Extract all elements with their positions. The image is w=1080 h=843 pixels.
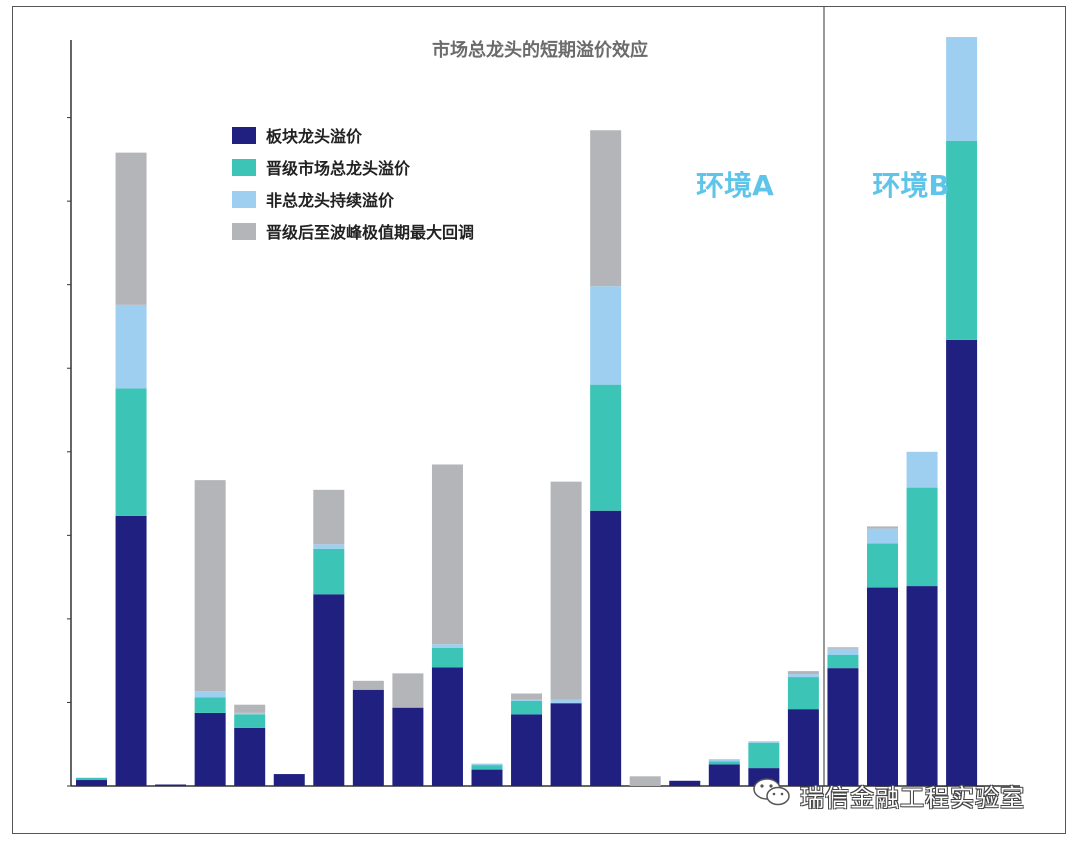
bar-segment-promote	[906, 487, 938, 587]
bar-segment-promote	[787, 677, 819, 710]
chart-title: 市场总龙头的短期溢价效应	[432, 39, 648, 61]
bar-segment-promote	[431, 647, 463, 668]
bar-segment-drawdown	[352, 680, 384, 690]
environment-a-label: 环境A	[696, 169, 774, 202]
bars-group	[76, 37, 978, 786]
bar-segment-plate	[352, 689, 384, 786]
bar-segment-drawdown	[392, 673, 424, 708]
legend-swatch-persist	[232, 191, 256, 208]
legend-label-persist: 非总龙头持续溢价	[266, 191, 395, 210]
bar-segment-drawdown	[867, 526, 898, 529]
bar-segment-drawdown	[550, 481, 582, 700]
chart-frame	[12, 6, 1066, 834]
bar-segment-promote	[748, 742, 780, 769]
legend-swatch-promote	[232, 159, 256, 176]
bar-segment-drawdown	[431, 464, 463, 645]
bar-segment-promote	[946, 140, 978, 340]
bar-segment-promote	[115, 388, 147, 516]
bar-segment-persist	[827, 648, 859, 655]
bar-segment-persist	[511, 699, 543, 701]
legend-swatch-drawdown	[232, 223, 256, 240]
bar-segment-persist	[867, 528, 898, 544]
bar-segment-plate	[906, 586, 938, 786]
bar-segment-persist	[906, 451, 938, 488]
bar-segment-persist	[946, 37, 978, 141]
bar-segment-promote	[827, 654, 859, 669]
bar-segment-plate	[155, 784, 187, 786]
bar-segment-persist	[313, 544, 345, 549]
bar-segment-plate	[708, 764, 740, 786]
bar-segment-drawdown	[787, 671, 819, 675]
bar-segment-persist	[234, 712, 266, 715]
legend-label-promote: 晋级市场总龙头溢价	[266, 159, 411, 178]
bar-segment-persist	[550, 699, 582, 704]
bar-segment-persist	[748, 741, 780, 743]
bar-segment-drawdown	[115, 152, 147, 305]
bar-segment-drawdown	[827, 647, 859, 649]
bar-segment-plate	[392, 707, 424, 786]
bar-segment-promote	[708, 761, 740, 765]
bar-segment-drawdown	[234, 704, 266, 713]
bar-segment-plate	[194, 712, 226, 786]
legend-label-plate: 板块龙头溢价	[266, 127, 363, 146]
bar-segment-persist	[194, 691, 226, 698]
bar-segment-plate	[234, 727, 266, 786]
legend: 板块龙头溢价 晋级市场总龙头溢价 非总龙头持续溢价 晋级后至波峰极值期最大回调	[232, 127, 474, 242]
bar-segment-persist	[471, 763, 503, 766]
environment-b-label: 环境B	[872, 169, 949, 202]
bar-segment-promote	[194, 697, 226, 713]
bar-segment-persist	[115, 304, 147, 389]
bar-segment-drawdown	[313, 489, 345, 545]
bar-segment-plate	[115, 515, 147, 786]
watermark-text: 瑞信金融工程实验室	[800, 784, 1025, 812]
bar-segment-plate	[590, 510, 622, 786]
bar-segment-promote	[313, 548, 345, 595]
legend-label-drawdown: 晋级后至波峰极值期最大回调	[266, 223, 474, 242]
bar-segment-plate	[669, 780, 701, 786]
bar-segment-plate	[946, 339, 978, 786]
bar-segment-drawdown	[511, 693, 543, 700]
bar-segment-plate	[787, 709, 819, 786]
bar-segment-persist	[708, 759, 740, 762]
bar-segment-drawdown	[629, 776, 661, 786]
bar-segment-plate	[827, 668, 859, 786]
legend-swatch-plate	[232, 127, 256, 144]
bar-segment-plate	[867, 587, 898, 786]
bar-segment-promote	[234, 714, 266, 728]
bar-segment-promote	[471, 765, 503, 770]
wechat-icon	[753, 778, 790, 806]
bar-segment-promote	[511, 700, 543, 715]
bar-segment-plate	[431, 667, 463, 786]
bar-segment-plate	[273, 774, 305, 786]
bar-segment-promote	[867, 543, 898, 588]
bar-segment-plate	[313, 594, 345, 786]
bar-segment-plate	[550, 703, 582, 786]
bar-segment-drawdown	[194, 480, 226, 692]
y-axis-ticks	[67, 117, 71, 787]
bar-segment-persist	[431, 644, 463, 648]
bar-segment-plate	[76, 780, 107, 786]
bar-segment-plate	[471, 769, 503, 786]
bar-segment-persist	[590, 286, 622, 385]
bar-segment-persist	[787, 674, 819, 678]
bar-segment-drawdown	[590, 130, 622, 287]
bar-segment-promote	[590, 384, 622, 511]
bar-segment-plate	[511, 714, 543, 786]
bar-segment-promote	[76, 777, 107, 781]
